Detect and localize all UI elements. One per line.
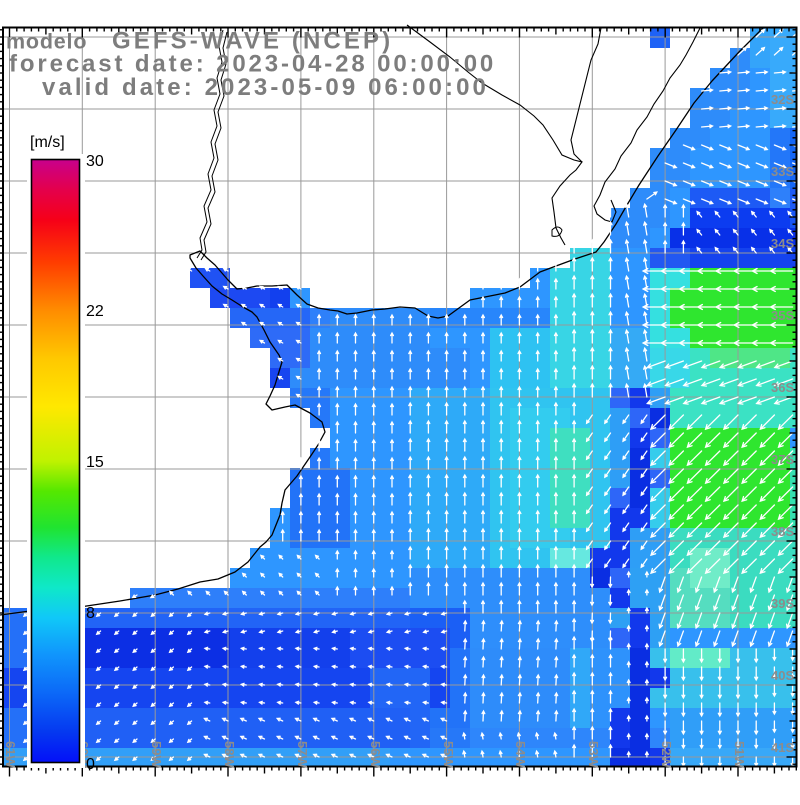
svg-text:34S: 34S bbox=[771, 236, 794, 251]
svg-text:8: 8 bbox=[86, 605, 95, 622]
svg-text:37S: 37S bbox=[771, 452, 794, 467]
svg-text:modelo: modelo bbox=[6, 30, 87, 54]
svg-text:40S: 40S bbox=[771, 668, 794, 683]
svg-text:forecast date: 2023-04-28 00:0: forecast date: 2023-04-28 00:00:00 bbox=[9, 51, 496, 78]
svg-text:51W: 51W bbox=[732, 741, 747, 768]
svg-text:52W: 52W bbox=[659, 741, 674, 768]
svg-text:valid date: 2023-05-09 06:00:0: valid date: 2023-05-09 06:00:00 bbox=[42, 74, 489, 101]
svg-text:33S: 33S bbox=[771, 164, 794, 179]
svg-text:38S: 38S bbox=[771, 524, 794, 539]
svg-text:58W: 58W bbox=[222, 741, 237, 768]
svg-text:22: 22 bbox=[86, 303, 104, 320]
svg-text:[m/s]: [m/s] bbox=[30, 134, 65, 151]
svg-text:35S: 35S bbox=[771, 308, 794, 323]
svg-text:0: 0 bbox=[86, 756, 95, 773]
svg-text:54W: 54W bbox=[513, 741, 528, 768]
svg-text:56W: 56W bbox=[368, 741, 383, 768]
svg-text:32S: 32S bbox=[771, 92, 794, 107]
svg-text:57W: 57W bbox=[295, 741, 310, 768]
svg-text:41S: 41S bbox=[771, 740, 794, 755]
svg-text:61W: 61W bbox=[3, 741, 18, 768]
svg-text:39S: 39S bbox=[771, 596, 794, 611]
svg-text:15: 15 bbox=[86, 454, 104, 471]
svg-text:GEFS-WAVE (NCEP): GEFS-WAVE (NCEP) bbox=[112, 28, 393, 55]
svg-text:59W: 59W bbox=[149, 741, 164, 768]
svg-text:36S: 36S bbox=[771, 380, 794, 395]
svg-text:55W: 55W bbox=[441, 741, 456, 768]
svg-text:30: 30 bbox=[86, 153, 104, 170]
svg-text:53W: 53W bbox=[586, 741, 601, 768]
